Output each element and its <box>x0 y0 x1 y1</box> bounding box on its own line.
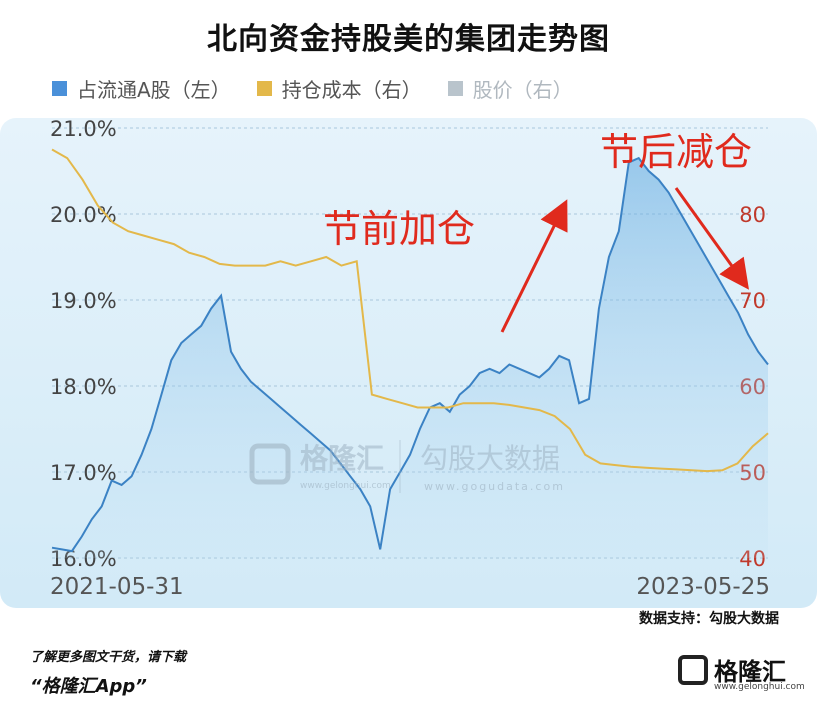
annotation-pre-holiday: 节前加仓 <box>323 207 475 251</box>
watermark-logo-icon <box>249 443 291 485</box>
left-tick-label: 21.0% <box>50 118 117 141</box>
annotation-post-holiday: 节后减仓 <box>600 130 752 174</box>
brand-logo: 格隆汇 www.gelonghui.com <box>678 652 805 692</box>
watermark-partner-sub: www.gogudata.com <box>424 480 565 493</box>
watermark-partner: 勾股大数据 <box>420 442 560 475</box>
legend-item-share: 占流通A股（左） <box>52 74 231 103</box>
legend: 占流通A股（左） 持仓成本（右） 股价（右） <box>52 74 573 103</box>
legend-label-price: 股价（右） <box>472 78 573 102</box>
footer-app-name: “格隆汇App” <box>30 676 147 697</box>
left-tick-label: 18.0% <box>50 375 117 399</box>
legend-swatch-price <box>447 81 463 96</box>
watermark-brand: 格隆汇 <box>300 442 384 475</box>
x-tick-start: 2021-05-31 <box>50 574 184 600</box>
footer-promo: 了解更多图文干货，请下载 <box>30 650 187 665</box>
legend-swatch-cost <box>256 81 272 96</box>
legend-item-price: 股价（右） <box>447 74 573 103</box>
logo-name: 格隆汇 <box>714 658 786 686</box>
right-tick-label: 80 <box>739 203 766 227</box>
chart-area: 16.0%17.0%18.0%19.0%20.0%21.0%4050607080… <box>0 117 817 608</box>
chart-title: 北向资金持股美的集团走势图 <box>207 22 610 57</box>
logo-g-icon <box>678 654 708 685</box>
legend-label-share: 占流通A股（左） <box>77 78 231 102</box>
watermark-brand-sub: www.gelonghui.com <box>300 481 391 491</box>
cost-line <box>51 148 769 473</box>
legend-item-cost: 持仓成本（右） <box>256 74 422 103</box>
left-tick-label: 19.0% <box>50 289 117 313</box>
data-source: 数据支持：勾股大数据 <box>639 611 779 627</box>
arrow-down <box>674 187 749 290</box>
right-tick-label: 70 <box>739 289 766 313</box>
left-tick-label: 17.0% <box>50 461 117 485</box>
legend-label-cost: 持仓成本（右） <box>281 78 422 102</box>
share-line <box>51 156 769 553</box>
x-tick-end: 2023-05-25 <box>636 574 770 600</box>
chart-svg: 16.0%17.0%18.0%19.0%20.0%21.0%4050607080… <box>0 117 817 608</box>
legend-swatch-share <box>52 81 67 96</box>
arrow-up <box>500 199 568 333</box>
logo-url: www.gelonghui.com <box>714 682 805 692</box>
